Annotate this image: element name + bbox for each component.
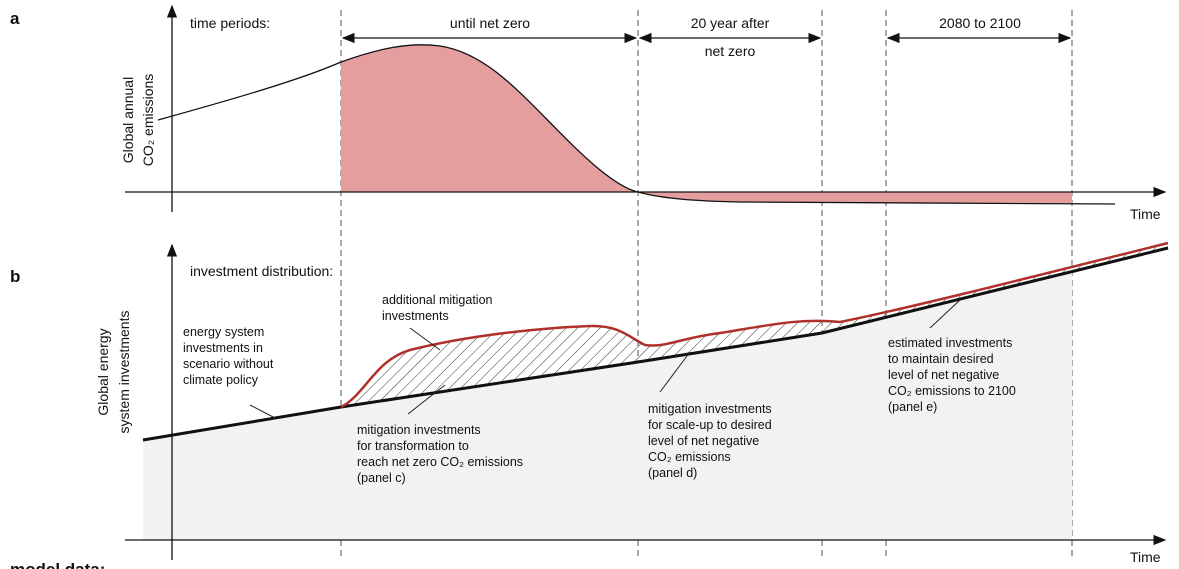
period-label: 2080 to 2100 xyxy=(939,15,1021,31)
baseline-fill xyxy=(143,272,1072,540)
y-label: Global annual xyxy=(120,77,136,163)
period-label: until net zero xyxy=(450,15,530,31)
y-label: system investments xyxy=(116,311,132,434)
annotation: CO₂ emissions xyxy=(648,450,731,464)
y-label: Global energy xyxy=(95,328,111,415)
leader-line xyxy=(929,299,961,329)
y-label: CO₂ emissions xyxy=(140,74,156,167)
panel-label: a xyxy=(10,9,20,28)
annotation: (panel d) xyxy=(648,466,697,480)
emission-fill-negative xyxy=(638,192,1072,203)
annotation: level of net negative xyxy=(648,434,759,448)
period-label: 20 year after xyxy=(691,15,770,31)
panel-label: b xyxy=(10,267,20,286)
period-label: net zero xyxy=(705,43,756,59)
annotation: investments xyxy=(382,309,449,323)
annotation: (panel c) xyxy=(357,471,406,485)
annotation: scenario without xyxy=(183,357,274,371)
annotation: CO₂ emissions to 2100 xyxy=(888,384,1016,398)
leader-line xyxy=(659,351,691,393)
annotation: mitigation investments xyxy=(648,402,772,416)
annotation: for scale-up to desired xyxy=(648,418,772,432)
annotation: to maintain desired xyxy=(888,352,994,366)
annotations: additional mitigation investments energy s… xyxy=(183,293,1016,485)
annotation: mitigation investments xyxy=(357,423,481,437)
emission-fill-positive xyxy=(341,44,638,192)
x-label: Time xyxy=(1130,549,1161,565)
heading: investment distribution: xyxy=(190,263,333,279)
annotation: energy system xyxy=(183,325,264,339)
emission-curve xyxy=(157,44,1116,205)
annotation: reach net zero CO₂ emissions xyxy=(357,455,523,469)
annotation: climate policy xyxy=(183,373,259,387)
panel-a: a time periods: until net zero 20 year a… xyxy=(10,4,1167,222)
mitigation-curve xyxy=(340,241,1169,409)
panel-label: model data: xyxy=(10,560,105,569)
leader-line xyxy=(407,384,446,415)
annotation: investments in xyxy=(183,341,263,355)
x-label: Time xyxy=(1130,206,1161,222)
annotation: additional mitigation xyxy=(382,293,493,307)
heading: time periods: xyxy=(190,15,270,31)
annotation: (panel e) xyxy=(888,400,937,414)
hatched-area xyxy=(341,243,1168,407)
leader-line xyxy=(409,327,441,351)
leader-line xyxy=(249,404,276,419)
annotation: level of net negative xyxy=(888,368,999,382)
panel-b: b investment distribution: Global energy… xyxy=(10,241,1169,565)
annotation: for transformation to xyxy=(357,439,469,453)
annotation: estimated investments xyxy=(888,336,1012,350)
